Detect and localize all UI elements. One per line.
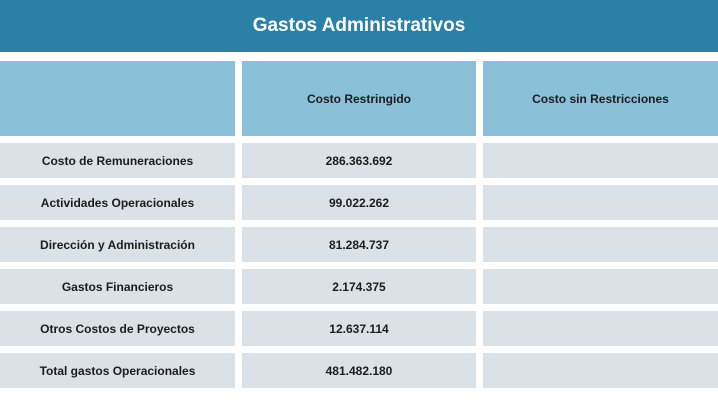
row-label: Gastos Financieros [0, 269, 235, 304]
row-label: Total gastos Operacionales [0, 353, 235, 388]
restricted-cost: 286.363.692 [242, 143, 476, 178]
header-cell-unrestricted: Costo sin Restricciones [483, 61, 718, 136]
row-label: Otros Costos de Proyectos [0, 311, 235, 346]
row-label: Costo de Remuneraciones [0, 143, 235, 178]
unrestricted-cost [483, 353, 718, 388]
unrestricted-cost [483, 185, 718, 220]
row-label: Actividades Operacionales [0, 185, 235, 220]
unrestricted-cost [483, 269, 718, 304]
header-cell-empty [0, 61, 235, 136]
restricted-cost: 2.174.375 [242, 269, 476, 304]
table-title: Gastos Administrativos [0, 0, 718, 52]
unrestricted-cost [483, 311, 718, 346]
unrestricted-cost [483, 227, 718, 262]
header-cell-restricted: Costo Restringido [242, 61, 476, 136]
row-label: Dirección y Administración [0, 227, 235, 262]
restricted-cost: 481.482.180 [242, 353, 476, 388]
restricted-cost: 99.022.262 [242, 185, 476, 220]
restricted-cost: 81.284.737 [242, 227, 476, 262]
restricted-cost: 12.637.114 [242, 311, 476, 346]
unrestricted-cost [483, 143, 718, 178]
